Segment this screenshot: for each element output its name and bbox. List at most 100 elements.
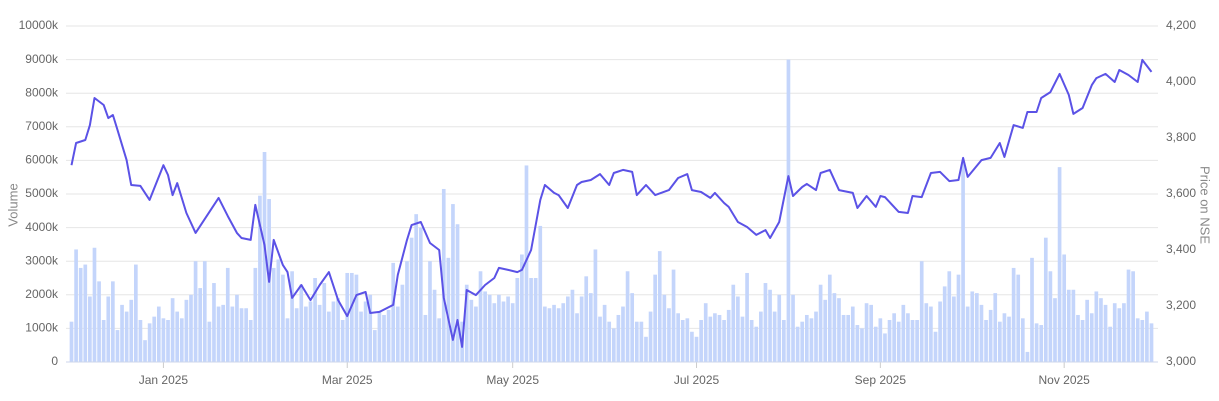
volume-bar xyxy=(152,316,157,362)
volume-bar xyxy=(409,237,414,362)
volume-bar xyxy=(1131,271,1135,362)
volume-bar xyxy=(993,293,998,362)
volume-bar xyxy=(841,314,846,362)
y-tick-label: 0 xyxy=(51,354,58,368)
volume-bar xyxy=(1094,291,1099,362)
volume-bar xyxy=(386,309,391,362)
volume-bar xyxy=(887,320,892,362)
volume-bar xyxy=(625,271,630,362)
volume-bar xyxy=(193,261,198,362)
volume-bar xyxy=(850,306,855,362)
volume-bar xyxy=(175,311,180,362)
volume-bar xyxy=(873,326,878,362)
volume-bar xyxy=(529,278,533,362)
volume-bar xyxy=(680,320,685,362)
volume-bar xyxy=(754,326,759,362)
volume-bar xyxy=(69,321,74,362)
volume-bar xyxy=(892,313,896,362)
volume-bar xyxy=(1039,325,1044,362)
volume-bar xyxy=(965,306,970,362)
volume-bar xyxy=(676,313,680,362)
volume-bar xyxy=(543,306,547,362)
volume-bar xyxy=(1135,318,1140,362)
volume-bar xyxy=(455,224,460,362)
y2-tick-label: 4,000 xyxy=(1166,74,1196,88)
volume-bar xyxy=(786,59,791,362)
volume-bar xyxy=(883,333,887,362)
y-tick-label: 3000k xyxy=(25,253,59,267)
volume-bar xyxy=(1089,313,1094,362)
volume-bar xyxy=(285,318,290,362)
volume-bar xyxy=(515,278,520,362)
volume-bar xyxy=(129,299,134,362)
volume-bar xyxy=(832,293,837,362)
volume-bar xyxy=(795,326,800,362)
volume-bar xyxy=(161,318,166,362)
volume-bar xyxy=(372,330,377,362)
volume-bar xyxy=(533,278,538,362)
volume-bar xyxy=(1030,257,1034,362)
volume-bar xyxy=(74,249,78,362)
volume-bar xyxy=(253,267,258,362)
volume-bar xyxy=(749,320,754,362)
volume-bar xyxy=(322,283,327,362)
volume-bar xyxy=(1117,308,1122,362)
volume-bar xyxy=(1112,303,1117,362)
volume-bar xyxy=(239,308,244,362)
volume-bar xyxy=(607,321,612,362)
volume-bar xyxy=(938,301,942,362)
volume-bar xyxy=(441,188,446,362)
volume-bar xyxy=(170,298,175,362)
volume-bar xyxy=(290,271,294,362)
y-tick-label: 5000k xyxy=(25,186,59,200)
volume-bar xyxy=(520,254,524,362)
volume-bar xyxy=(575,313,579,362)
volume-bar xyxy=(759,311,763,362)
x-tick-label: Sep 2025 xyxy=(855,373,907,387)
volume-bar xyxy=(216,306,221,362)
volume-bar xyxy=(354,274,359,362)
volume-bar xyxy=(639,321,644,362)
volume-bar xyxy=(1080,320,1085,362)
volume-bar xyxy=(432,289,437,362)
volume-bar xyxy=(428,261,432,362)
volume-bar xyxy=(1122,303,1126,362)
volume-bar xyxy=(690,331,694,362)
y-tick-label: 10000k xyxy=(19,18,59,32)
volume-bar xyxy=(772,311,777,362)
volume-bar xyxy=(979,304,984,362)
volume-bar xyxy=(377,311,382,362)
volume-bar xyxy=(818,284,823,362)
volume-bar xyxy=(258,195,262,362)
volume-bar xyxy=(598,316,602,362)
volume-bar xyxy=(478,271,483,362)
volume-bar xyxy=(763,283,768,362)
volume-bar xyxy=(1145,311,1149,362)
volume-bar xyxy=(694,336,699,362)
volume-bar xyxy=(630,293,635,362)
volume-bar xyxy=(777,294,782,362)
volume-bar xyxy=(308,301,313,362)
x-tick-label: Jan 2025 xyxy=(139,373,189,387)
x-tick-label: May 2025 xyxy=(486,373,539,387)
volume-bar xyxy=(593,249,598,362)
volume-bar xyxy=(538,225,543,362)
volume-bar xyxy=(1025,351,1030,362)
y2-tick-label: 3,400 xyxy=(1166,242,1196,256)
volume-bar xyxy=(497,294,501,362)
x-tick-label: Nov 2025 xyxy=(1038,373,1090,387)
volume-bar xyxy=(901,304,906,362)
volume-bar xyxy=(579,296,584,362)
volume-bar xyxy=(653,274,657,362)
volume-bar xyxy=(198,288,203,362)
volume-bar xyxy=(552,304,556,362)
volume-bar xyxy=(506,296,510,362)
volume-bar xyxy=(1043,237,1048,362)
volume-bar xyxy=(896,321,901,362)
volume-bar xyxy=(363,301,368,362)
volume-bar xyxy=(745,272,749,362)
volume-bar xyxy=(804,314,809,362)
volume-bar xyxy=(391,262,396,362)
volume-bar xyxy=(276,259,281,362)
